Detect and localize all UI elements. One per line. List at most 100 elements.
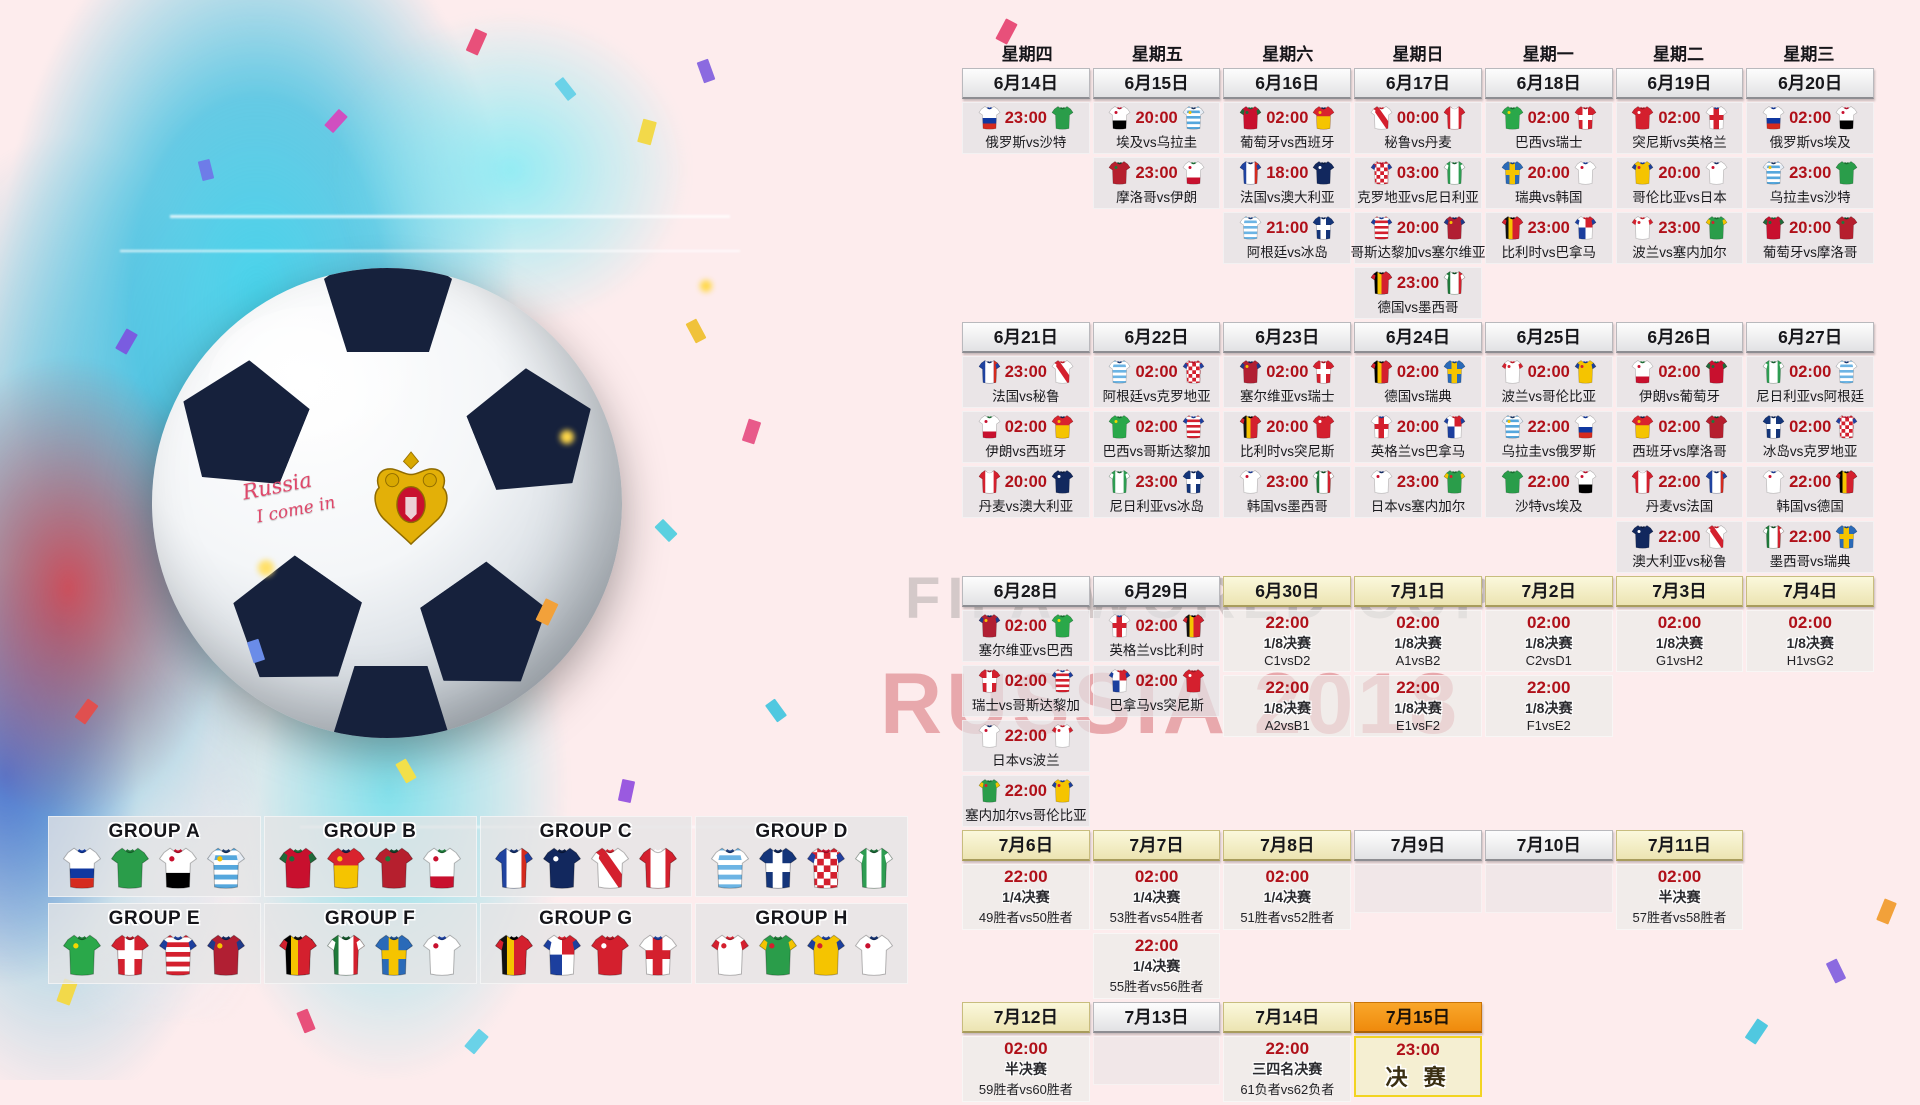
knockout-match-cell[interactable]: 22:00 1/4决赛 55胜者vs56胜者: [1092, 933, 1221, 999]
date-header[interactable]: 7月15日: [1354, 1002, 1482, 1033]
group-match-cell[interactable]: 23:00 摩洛哥vs伊朗: [1092, 157, 1221, 209]
group-match-cell[interactable]: 20:00 葡萄牙vs摩洛哥: [1746, 212, 1875, 264]
group-match-cell[interactable]: 02:00 巴西vs哥斯达黎加: [1092, 411, 1221, 463]
group-match-cell[interactable]: 20:00 哥斯达黎加vs塞尔维亚: [1351, 212, 1486, 264]
knockout-match-cell[interactable]: 22:00 1/8决赛 A2vsB1: [1223, 675, 1352, 737]
date-header[interactable]: 7月14日: [1223, 1002, 1352, 1033]
knockout-match-cell[interactable]: 22:00 1/8决赛 C1vsD2: [1223, 610, 1352, 672]
group-match-cell[interactable]: 23:00 韩国vs墨西哥: [1223, 466, 1352, 518]
knockout-match-cell[interactable]: 22:00 三四名决赛 61负者vs62负者: [1223, 1036, 1352, 1102]
group-match-cell[interactable]: 02:00 突尼斯vs英格兰: [1615, 102, 1744, 154]
group-match-cell[interactable]: 02:00 波兰vs哥伦比亚: [1484, 356, 1613, 408]
group-match-cell[interactable]: 23:00 波兰vs塞内加尔: [1615, 212, 1744, 264]
group-match-cell[interactable]: 18:00 法国vs澳大利亚: [1223, 157, 1352, 209]
knockout-match-cell[interactable]: 02:00 1/8决赛 H1vsG2: [1746, 610, 1875, 672]
knockout-match-cell[interactable]: 22:00 1/8决赛 E1vsF2: [1354, 675, 1482, 737]
group-match-cell[interactable]: 02:00 葡萄牙vs西班牙: [1223, 102, 1352, 154]
date-header[interactable]: 6月22日: [1092, 322, 1221, 353]
group-match-cell[interactable]: 23:00 比利时vs巴拿马: [1484, 212, 1613, 264]
date-header[interactable]: 6月21日: [962, 322, 1090, 353]
group-match-cell[interactable]: 20:00 丹麦vs澳大利亚: [962, 466, 1090, 518]
group-match-cell[interactable]: 20:00 英格兰vs巴拿马: [1354, 411, 1482, 463]
group-b[interactable]: GROUP B: [263, 816, 477, 897]
group-match-cell[interactable]: 00:00 秘鲁vs丹麦: [1354, 102, 1482, 154]
date-header[interactable]: 6月25日: [1484, 322, 1613, 353]
group-match-cell[interactable]: 20:00 埃及vs乌拉圭: [1092, 102, 1221, 154]
date-header[interactable]: 6月24日: [1354, 322, 1482, 353]
group-match-cell[interactable]: 02:00 塞尔维亚vs瑞士: [1223, 356, 1352, 408]
group-match-cell[interactable]: 03:00 克罗地亚vs尼日利亚: [1354, 157, 1482, 209]
group-match-cell[interactable]: 23:00 德国vs墨西哥: [1354, 267, 1482, 319]
date-header[interactable]: 7月10日: [1484, 830, 1613, 861]
group-match-cell[interactable]: 22:00 乌拉圭vs俄罗斯: [1484, 411, 1613, 463]
date-header[interactable]: 7月12日: [962, 1002, 1090, 1033]
group-match-cell[interactable]: 02:00 德国vs瑞典: [1354, 356, 1482, 408]
group-match-cell[interactable]: 22:00 澳大利亚vs秘鲁: [1615, 521, 1744, 573]
group-match-cell[interactable]: 22:00 塞内加尔vs哥伦比亚: [962, 775, 1090, 827]
knockout-match-cell[interactable]: 02:00 1/8决赛 C2vsD1: [1484, 610, 1613, 672]
group-match-cell[interactable]: 02:00 伊朗vs葡萄牙: [1615, 356, 1744, 408]
date-header[interactable]: 6月23日: [1223, 322, 1352, 353]
knockout-match-cell[interactable]: 02:00 半决赛 59胜者vs60胜者: [962, 1036, 1090, 1102]
date-header[interactable]: 6月18日: [1484, 68, 1613, 99]
group-match-cell[interactable]: 02:00 伊朗vs西班牙: [962, 411, 1090, 463]
final-match-cell[interactable]: 23:00 决 赛: [1354, 1036, 1482, 1097]
date-header[interactable]: 6月29日: [1092, 576, 1221, 607]
group-match-cell[interactable]: 02:00 英格兰vs比利时: [1092, 610, 1221, 662]
group-match-cell[interactable]: 02:00 尼日利亚vs阿根廷: [1746, 356, 1875, 408]
group-match-cell[interactable]: 23:00 俄罗斯vs沙特: [962, 102, 1090, 154]
group-match-cell[interactable]: 02:00 瑞士vs哥斯达黎加: [962, 665, 1090, 717]
group-match-cell[interactable]: 23:00 尼日利亚vs冰岛: [1092, 466, 1221, 518]
group-match-cell[interactable]: 02:00 阿根廷vs克罗地亚: [1092, 356, 1221, 408]
date-header[interactable]: 7月13日: [1092, 1002, 1221, 1033]
knockout-match-cell[interactable]: 02:00 1/4决赛 53胜者vs54胜者: [1092, 864, 1221, 930]
group-match-cell[interactable]: 20:00 瑞典vs韩国: [1484, 157, 1613, 209]
date-header[interactable]: 6月19日: [1615, 68, 1744, 99]
knockout-match-cell[interactable]: 02:00 1/8决赛 G1vsH2: [1615, 610, 1744, 672]
date-header[interactable]: 7月6日: [962, 830, 1090, 861]
group-match-cell[interactable]: 22:00 韩国vs德国: [1746, 466, 1875, 518]
group-match-cell[interactable]: 22:00 墨西哥vs瑞典: [1746, 521, 1875, 573]
group-d[interactable]: GROUP D: [695, 816, 908, 897]
group-match-cell[interactable]: 23:00 乌拉圭vs沙特: [1746, 157, 1875, 209]
knockout-match-cell[interactable]: 02:00 1/8决赛 A1vsB2: [1354, 610, 1482, 672]
group-match-cell[interactable]: 23:00 日本vs塞内加尔: [1354, 466, 1482, 518]
date-header[interactable]: 7月2日: [1484, 576, 1613, 607]
group-g[interactable]: GROUP G: [479, 903, 693, 984]
date-header[interactable]: 6月28日: [962, 576, 1090, 607]
date-header[interactable]: 7月9日: [1354, 830, 1482, 861]
group-match-cell[interactable]: 02:00 塞尔维亚vs巴西: [962, 610, 1090, 662]
group-c[interactable]: GROUP C: [479, 816, 693, 897]
group-match-cell[interactable]: 22:00 沙特vs埃及: [1484, 466, 1613, 518]
date-header[interactable]: 7月7日: [1092, 830, 1221, 861]
group-match-cell[interactable]: 02:00 俄罗斯vs埃及: [1746, 102, 1875, 154]
group-match-cell[interactable]: 23:00 法国vs秘鲁: [962, 356, 1090, 408]
knockout-match-cell[interactable]: 22:00 1/4决赛 49胜者vs50胜者: [962, 864, 1090, 930]
group-match-cell[interactable]: 20:00 比利时vs突尼斯: [1223, 411, 1352, 463]
date-header[interactable]: 7月11日: [1615, 830, 1744, 861]
date-header[interactable]: 6月14日: [962, 68, 1090, 99]
date-header[interactable]: 7月4日: [1746, 576, 1875, 607]
group-match-cell[interactable]: 22:00 日本vs波兰: [962, 720, 1090, 772]
group-match-cell[interactable]: 02:00 冰岛vs克罗地亚: [1746, 411, 1875, 463]
date-header[interactable]: 7月3日: [1615, 576, 1744, 607]
group-match-cell[interactable]: 02:00 巴拿马vs突尼斯: [1092, 665, 1221, 717]
knockout-match-cell[interactable]: 22:00 1/8决赛 F1vsE2: [1484, 675, 1613, 737]
group-e[interactable]: GROUP E: [48, 903, 261, 984]
group-match-cell[interactable]: 20:00 哥伦比亚vs日本: [1615, 157, 1744, 209]
group-f[interactable]: GROUP F: [263, 903, 477, 984]
group-match-cell[interactable]: 02:00 巴西vs瑞士: [1484, 102, 1613, 154]
group-a[interactable]: GROUP A: [48, 816, 261, 897]
date-header[interactable]: 6月27日: [1746, 322, 1875, 353]
knockout-match-cell[interactable]: 02:00 半决赛 57胜者vs58胜者: [1615, 864, 1744, 930]
date-header[interactable]: 6月15日: [1092, 68, 1221, 99]
date-header[interactable]: 6月20日: [1746, 68, 1875, 99]
knockout-match-cell[interactable]: 02:00 1/4决赛 51胜者vs52胜者: [1223, 864, 1352, 930]
group-match-cell[interactable]: 21:00 阿根廷vs冰岛: [1223, 212, 1352, 264]
group-h[interactable]: GROUP H: [695, 903, 908, 984]
date-header[interactable]: 6月17日: [1354, 68, 1482, 99]
group-match-cell[interactable]: 22:00 丹麦vs法国: [1615, 466, 1744, 518]
date-header[interactable]: 6月16日: [1223, 68, 1352, 99]
date-header[interactable]: 7月1日: [1354, 576, 1482, 607]
date-header[interactable]: 7月8日: [1223, 830, 1352, 861]
